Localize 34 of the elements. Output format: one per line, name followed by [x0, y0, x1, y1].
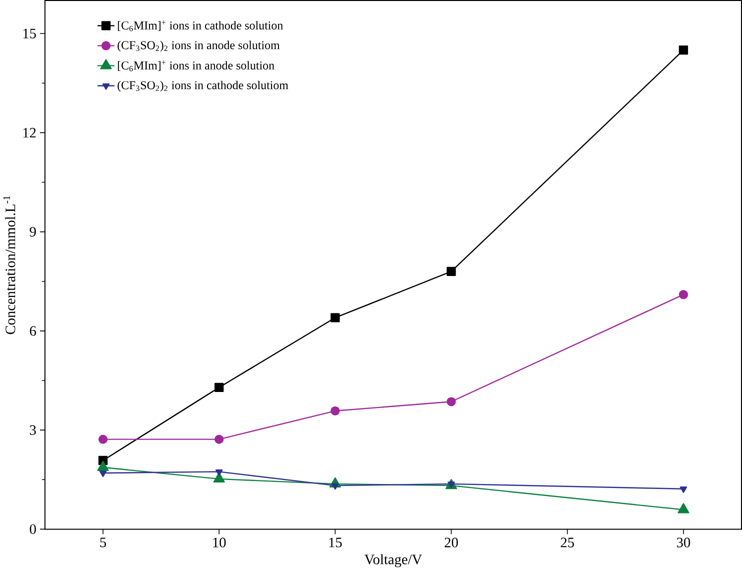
- x-axis-title: Voltage/V: [364, 554, 422, 568]
- y-tick-label: 12: [23, 128, 36, 138]
- point: [330, 406, 340, 416]
- point: [215, 470, 223, 476]
- y-tick-label: 9: [30, 227, 36, 237]
- x-tick-label: 5: [100, 538, 106, 548]
- point: [680, 486, 688, 494]
- legend-label: [C$_{6}$MIm]$^{+}$ ions in cathode solution: [118, 20, 283, 32]
- point: [448, 482, 455, 488]
- legend-label: (CF$_{3}$SO$_{2}$)$_{2}$ ions in anode solutiom: [118, 41, 280, 52]
- x-tick-label: 15: [329, 538, 342, 548]
- point: [214, 383, 224, 392]
- x-tick-label: 30: [676, 538, 690, 548]
- y-tick-label: 15: [23, 28, 36, 39]
- point: [98, 434, 108, 444]
- point: [446, 397, 456, 406]
- x-tick-label: 20: [444, 538, 458, 548]
- point: [213, 472, 225, 483]
- legend-label: (CF$_{3}$SO$_{2}$)$_{2}$ ions in cathode solutiom: [118, 81, 288, 92]
- y-tick-label: 6: [30, 326, 36, 336]
- x-tick-label: 10: [213, 538, 226, 548]
- point: [99, 470, 107, 478]
- point: [678, 290, 688, 300]
- point: [446, 267, 456, 276]
- point: [330, 313, 340, 323]
- point: [678, 46, 688, 55]
- y-axis-title: Concentration/mmol.L$^{-1}$: [3, 196, 16, 334]
- point: [214, 434, 224, 444]
- y-tick-label: 0: [30, 524, 36, 534]
- point: [97, 461, 109, 472]
- point: [332, 483, 339, 490]
- y-tick-label: 3: [30, 425, 36, 436]
- legend-label: [C$_{6}$MIm]$^{+}$ ions in anode solution: [118, 60, 274, 72]
- x-tick-label: 25: [560, 538, 574, 548]
